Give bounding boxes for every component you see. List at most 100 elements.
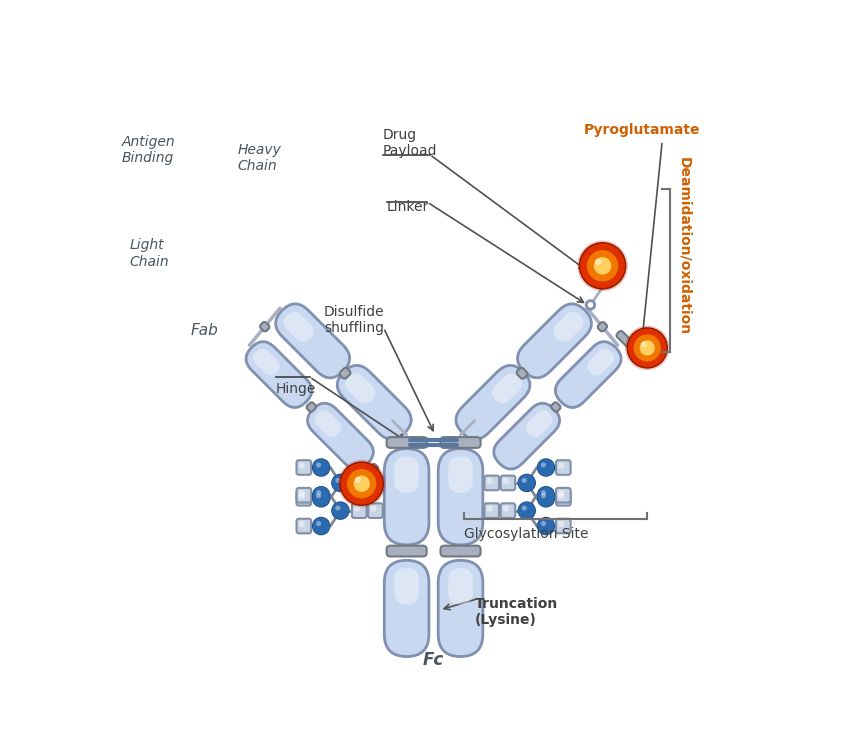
FancyBboxPatch shape [352, 504, 366, 518]
Circle shape [312, 516, 331, 535]
FancyBboxPatch shape [517, 368, 528, 379]
FancyBboxPatch shape [555, 342, 621, 408]
Circle shape [313, 490, 330, 507]
FancyBboxPatch shape [276, 304, 349, 378]
FancyBboxPatch shape [345, 373, 376, 403]
FancyBboxPatch shape [387, 546, 426, 556]
FancyBboxPatch shape [558, 493, 564, 499]
FancyBboxPatch shape [253, 349, 280, 375]
Text: Antigen
Binding: Antigen Binding [122, 135, 175, 165]
FancyBboxPatch shape [492, 373, 522, 403]
Circle shape [335, 478, 340, 483]
FancyBboxPatch shape [486, 506, 492, 512]
Circle shape [354, 476, 370, 492]
Circle shape [541, 521, 546, 526]
FancyBboxPatch shape [296, 488, 311, 503]
Circle shape [332, 502, 349, 519]
FancyBboxPatch shape [368, 476, 382, 490]
FancyBboxPatch shape [368, 504, 382, 518]
Circle shape [313, 487, 330, 504]
FancyBboxPatch shape [551, 402, 561, 411]
FancyBboxPatch shape [394, 568, 419, 605]
Circle shape [586, 300, 595, 309]
Text: Pyroglutamate: Pyroglutamate [584, 123, 700, 137]
FancyBboxPatch shape [299, 490, 305, 496]
Text: Heavy
Chain: Heavy Chain [237, 143, 281, 173]
Circle shape [641, 341, 646, 347]
Circle shape [536, 516, 555, 535]
Circle shape [312, 486, 331, 504]
Circle shape [627, 328, 667, 368]
FancyBboxPatch shape [558, 521, 564, 527]
FancyBboxPatch shape [283, 312, 314, 342]
FancyBboxPatch shape [448, 456, 473, 493]
FancyBboxPatch shape [456, 365, 530, 439]
FancyBboxPatch shape [338, 365, 411, 439]
Circle shape [537, 487, 554, 504]
Circle shape [331, 473, 349, 492]
Circle shape [522, 506, 527, 510]
FancyBboxPatch shape [617, 331, 632, 347]
FancyBboxPatch shape [597, 322, 607, 331]
Circle shape [316, 490, 321, 495]
FancyBboxPatch shape [371, 506, 376, 512]
Circle shape [595, 258, 602, 265]
FancyBboxPatch shape [556, 519, 571, 533]
FancyBboxPatch shape [518, 304, 591, 378]
Circle shape [518, 473, 536, 492]
Circle shape [537, 459, 554, 476]
FancyBboxPatch shape [501, 476, 515, 490]
Text: Light
Chain: Light Chain [129, 239, 169, 269]
Circle shape [332, 474, 349, 492]
FancyBboxPatch shape [296, 461, 311, 475]
FancyBboxPatch shape [260, 322, 270, 331]
Circle shape [634, 334, 661, 362]
FancyBboxPatch shape [485, 504, 499, 518]
FancyBboxPatch shape [558, 463, 564, 468]
FancyBboxPatch shape [525, 410, 552, 437]
Text: Linker: Linker [387, 200, 429, 214]
Circle shape [312, 458, 331, 476]
Circle shape [536, 458, 555, 476]
FancyBboxPatch shape [299, 521, 305, 527]
Circle shape [537, 490, 554, 507]
FancyBboxPatch shape [368, 464, 378, 473]
FancyBboxPatch shape [503, 506, 508, 512]
FancyBboxPatch shape [553, 312, 584, 342]
FancyBboxPatch shape [296, 519, 311, 533]
FancyBboxPatch shape [307, 403, 373, 469]
Circle shape [541, 493, 546, 498]
FancyBboxPatch shape [384, 448, 429, 545]
FancyBboxPatch shape [556, 488, 571, 503]
Circle shape [312, 489, 331, 507]
FancyBboxPatch shape [556, 491, 571, 506]
Circle shape [340, 462, 383, 505]
Circle shape [640, 341, 655, 356]
FancyBboxPatch shape [354, 506, 360, 512]
Circle shape [331, 501, 349, 520]
Circle shape [316, 462, 321, 467]
Circle shape [594, 257, 612, 275]
Circle shape [541, 462, 546, 467]
Circle shape [354, 476, 361, 482]
Text: Truncation
(Lysine): Truncation (Lysine) [475, 597, 558, 627]
Text: Glycosylation Site: Glycosylation Site [464, 527, 588, 541]
Text: Drug
Payload: Drug Payload [382, 128, 437, 158]
Circle shape [625, 325, 669, 370]
FancyBboxPatch shape [387, 437, 426, 448]
FancyBboxPatch shape [296, 491, 311, 506]
FancyBboxPatch shape [354, 478, 360, 484]
FancyBboxPatch shape [384, 560, 429, 657]
FancyBboxPatch shape [558, 490, 564, 496]
FancyBboxPatch shape [587, 349, 614, 375]
FancyBboxPatch shape [299, 463, 305, 468]
Circle shape [335, 506, 340, 510]
Text: Hinge: Hinge [276, 382, 316, 396]
FancyBboxPatch shape [371, 478, 376, 484]
FancyBboxPatch shape [438, 560, 483, 657]
FancyBboxPatch shape [503, 478, 508, 484]
FancyBboxPatch shape [299, 493, 305, 499]
FancyBboxPatch shape [394, 456, 419, 493]
Circle shape [587, 250, 618, 282]
Text: Fab: Fab [191, 323, 219, 338]
